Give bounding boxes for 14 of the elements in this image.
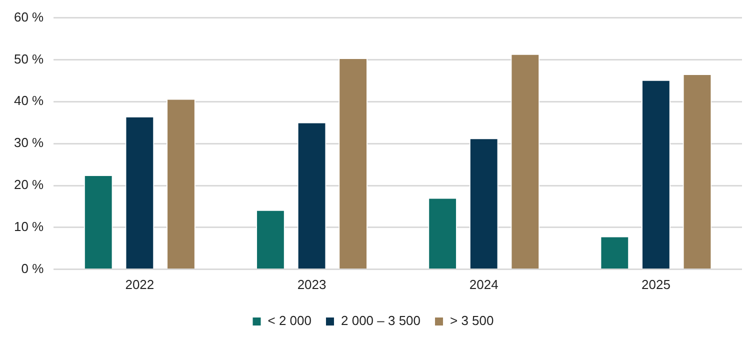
x-tick-label: 2023 [297,276,326,292]
y-tick-label: 30 % [14,135,44,150]
y-tick-label: 40 % [14,93,44,108]
x-tick-label: 2022 [125,276,154,292]
y-tick-label: 10 % [14,219,44,234]
legend-label: 2 000 – 3 500 [340,313,421,328]
y-tick-label: 50 % [14,51,44,66]
x-tick-label: 2025 [641,276,670,292]
x-tick-label: 2024 [469,276,498,292]
legend-label: > 3 500 [450,313,494,328]
y-tick-label: 0 % [21,260,44,276]
legend-label: < 2 000 [268,313,312,328]
y-tick-label: 60 % [14,9,44,24]
y-tick-label: 20 % [14,177,44,192]
